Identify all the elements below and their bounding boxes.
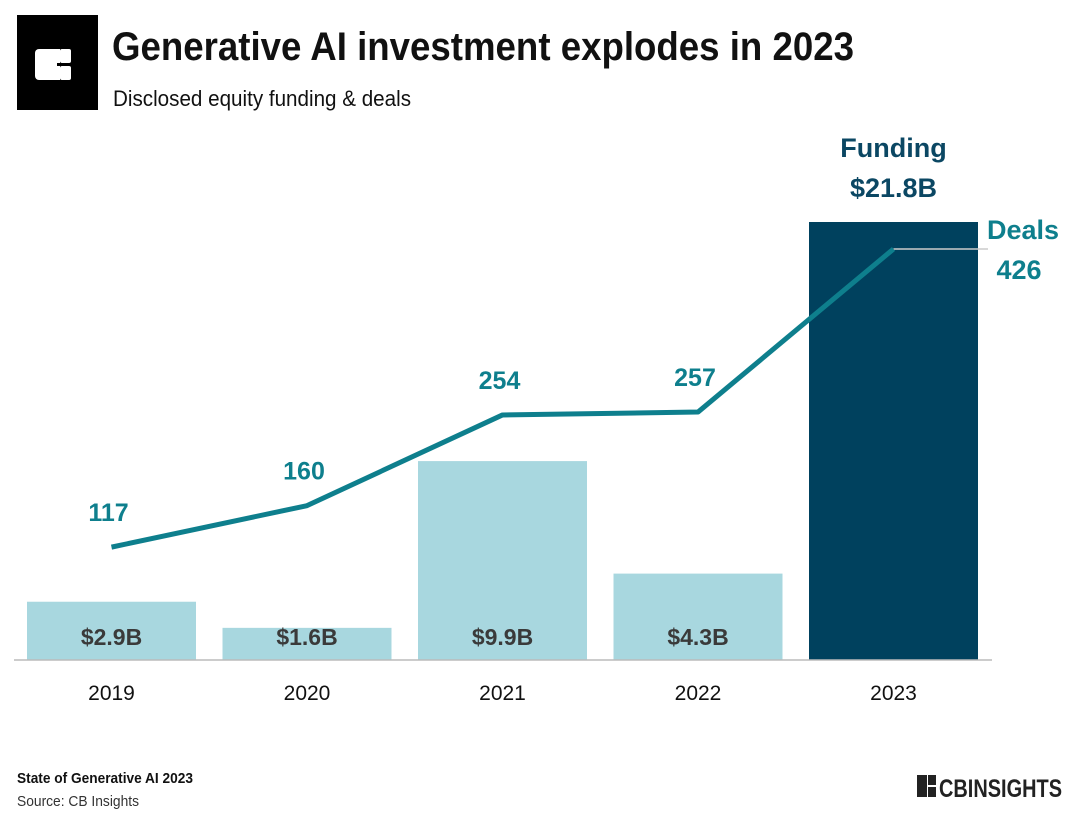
funding-series-label: Funding (840, 133, 946, 163)
deals-series-label: Deals (987, 215, 1059, 245)
bar-2023 (809, 222, 978, 660)
chart-subtitle: Disclosed equity funding & deals (113, 86, 411, 111)
deal-count-label: 426 (996, 255, 1041, 285)
x-tick-label: 2020 (284, 682, 331, 705)
funding-value-label: $21.8B (850, 173, 937, 203)
cb-insights-brand-logo: CBINSIGHTS (917, 775, 1062, 803)
deal-count-label: 160 (283, 458, 325, 486)
bar-2022 (613, 573, 783, 660)
deals-line (110, 247, 896, 550)
bar-value-label: $9.9B (472, 624, 533, 650)
deal-count-label: 257 (674, 364, 716, 392)
x-tick-label: 2019 (88, 682, 135, 705)
x-tick-label: 2022 (675, 682, 722, 705)
bar-2019 (27, 601, 196, 660)
footer-report: State of Generative AI 2023 (17, 770, 193, 787)
cb-insights-logo-icon (17, 15, 98, 110)
bar-2020 (222, 627, 392, 660)
footer-source: Source: CB Insights (17, 793, 139, 810)
x-tick-label: 2021 (479, 682, 526, 705)
bar-value-label: $2.9B (81, 624, 142, 650)
deal-count-label: 117 (88, 499, 128, 527)
brand-wordmark: CBINSIGHTS (939, 775, 1062, 803)
bar-value-label: $4.3B (667, 624, 728, 650)
bar-value-label: $1.6B (276, 624, 337, 650)
bar-2021 (418, 461, 587, 660)
deal-count-label: 254 (479, 367, 521, 395)
x-tick-label: 2023 (870, 682, 917, 705)
chart-title: Generative AI investment explodes in 202… (112, 25, 854, 69)
